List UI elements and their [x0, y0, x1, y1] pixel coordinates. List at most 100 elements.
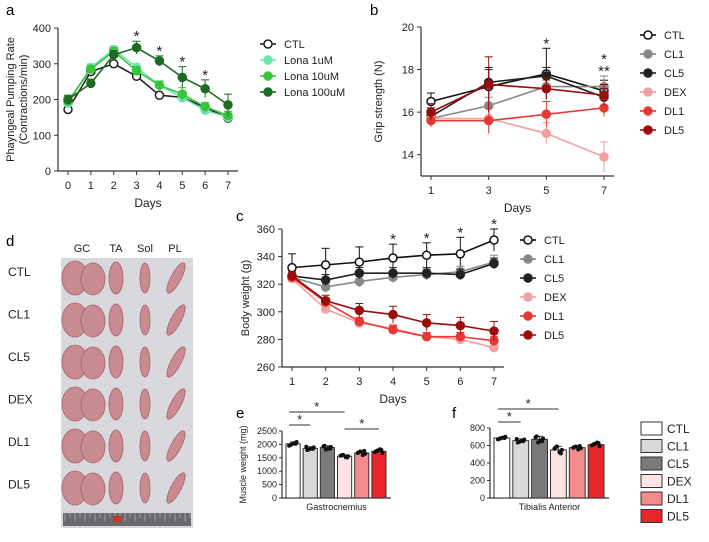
legend-swatch — [640, 456, 663, 471]
ruler-mark — [113, 516, 121, 522]
data-point — [354, 257, 365, 267]
data-point — [108, 50, 119, 60]
x-tick-label: 6 — [202, 180, 208, 192]
panel-label-b: b — [370, 2, 378, 19]
legend-swatch-marker — [263, 55, 273, 65]
x-tick-label: 1 — [289, 376, 295, 388]
series-dl5 — [426, 56, 609, 121]
muscle-photo: GC TA Sol PL CTL CL1 CL5 DEX DL1 DL5 — [8, 243, 193, 528]
data-point — [131, 42, 142, 53]
x-tick-label: 1 — [88, 180, 94, 192]
x-tick-label: 2 — [323, 376, 329, 388]
data-point — [223, 100, 233, 110]
legend-label: DL5 — [664, 125, 684, 137]
data-point — [421, 318, 432, 328]
data-point — [108, 59, 119, 69]
bar-dex — [550, 449, 567, 499]
replicate-dot — [591, 442, 596, 447]
photo-column-label: TA — [109, 243, 123, 255]
y-tick-label: 14 — [402, 150, 414, 162]
y-tick-label: 0 — [480, 493, 485, 503]
legend-label: DL1 — [667, 492, 689, 506]
data-point — [86, 64, 96, 74]
y-axis-title: Grip strength (N) — [373, 61, 385, 143]
x-tick-label: 0 — [65, 180, 71, 192]
gastrocnemius-right — [80, 304, 106, 338]
legend-label: DL1 — [664, 106, 684, 118]
x-tick-label: 2 — [111, 180, 117, 192]
data-point — [421, 268, 432, 278]
replicate-dot — [373, 449, 378, 454]
data-point — [63, 94, 73, 105]
chart-body-weight: 260 280 300 320 340 360 1 2 3 4 5 6 7 Days Body weight… — [240, 216, 567, 406]
data-point — [154, 80, 165, 90]
data-point — [320, 296, 331, 306]
y-tick-label: 400 — [470, 458, 485, 468]
y-tick-label: 2500 — [257, 426, 277, 436]
data-point — [287, 262, 297, 273]
legend-swatch — [640, 491, 663, 506]
significance-star: * — [157, 43, 163, 60]
legend-swatch-marker — [263, 71, 273, 81]
data-point — [541, 109, 552, 120]
series-lona-100um — [63, 40, 233, 116]
bar-dex — [337, 455, 353, 499]
y-tick-label: 18 — [402, 65, 414, 77]
y-axis-title: Phayngeal Pumping Rate(Contractions/min) — [5, 37, 30, 162]
replicate-dot — [356, 450, 361, 455]
significance-star: * — [359, 416, 364, 431]
series-cl5 — [287, 257, 499, 286]
legend-label: Lona 100uM — [284, 87, 345, 99]
legend-label: DEX — [667, 475, 692, 489]
y-axis-title-line: Phayngeal Pumping Rate — [5, 37, 17, 162]
x-tick-label: 1 — [428, 185, 434, 197]
y-axis-title: Muscle weight (mg) — [238, 425, 248, 503]
bar-cl1 — [302, 447, 318, 499]
significance-star: * — [179, 54, 185, 71]
legend-label: CL5 — [664, 68, 684, 80]
x-tick-label: 3 — [356, 376, 362, 388]
bar-ctl — [285, 443, 301, 499]
replicate-dot — [521, 439, 526, 444]
y-tick-label: 100 — [33, 130, 51, 142]
significance-star: * — [390, 231, 396, 248]
legend-label: DEX — [544, 292, 567, 304]
series-line — [431, 107, 605, 122]
y-tick-label: 400 — [33, 23, 51, 35]
photo-row-label: DL1 — [8, 435, 30, 449]
replicate-dot — [293, 441, 298, 446]
data-point — [421, 250, 432, 260]
legend-swatch-marker — [643, 125, 653, 135]
gastrocnemius-right — [80, 472, 106, 506]
data-point — [455, 320, 466, 331]
legend-label: CTL — [284, 39, 305, 51]
data-point — [354, 316, 365, 327]
legend-swatch — [640, 421, 663, 436]
legend-label: CL1 — [667, 440, 689, 454]
bar-cl5 — [531, 438, 549, 499]
bar-cl1 — [512, 440, 530, 499]
soleus — [139, 472, 151, 504]
legend-swatch-marker — [643, 30, 653, 40]
x-axis-title: Days — [134, 196, 161, 210]
replicate-dot — [305, 448, 310, 453]
data-point — [421, 331, 432, 342]
data-point — [131, 66, 142, 76]
replicate-dot — [514, 436, 519, 441]
panel-label-d: d — [6, 233, 14, 250]
photo-row-label: DL5 — [8, 478, 30, 492]
tibialis-anterior — [108, 345, 124, 379]
gastrocnemius-right — [80, 430, 106, 464]
replicate-dot — [577, 443, 582, 448]
replicate-dot — [502, 436, 507, 441]
replicate-dot — [379, 447, 384, 452]
legend-swatch-marker — [523, 311, 533, 321]
data-point — [388, 253, 398, 263]
data-point — [287, 271, 297, 281]
replicate-dot — [310, 446, 315, 451]
plantaris — [166, 388, 186, 420]
chart-gastrocnemius: 0 500 1000 1500 2000 2500 Gastrocnemius Muscle … — [238, 399, 391, 512]
data-point — [200, 84, 210, 94]
